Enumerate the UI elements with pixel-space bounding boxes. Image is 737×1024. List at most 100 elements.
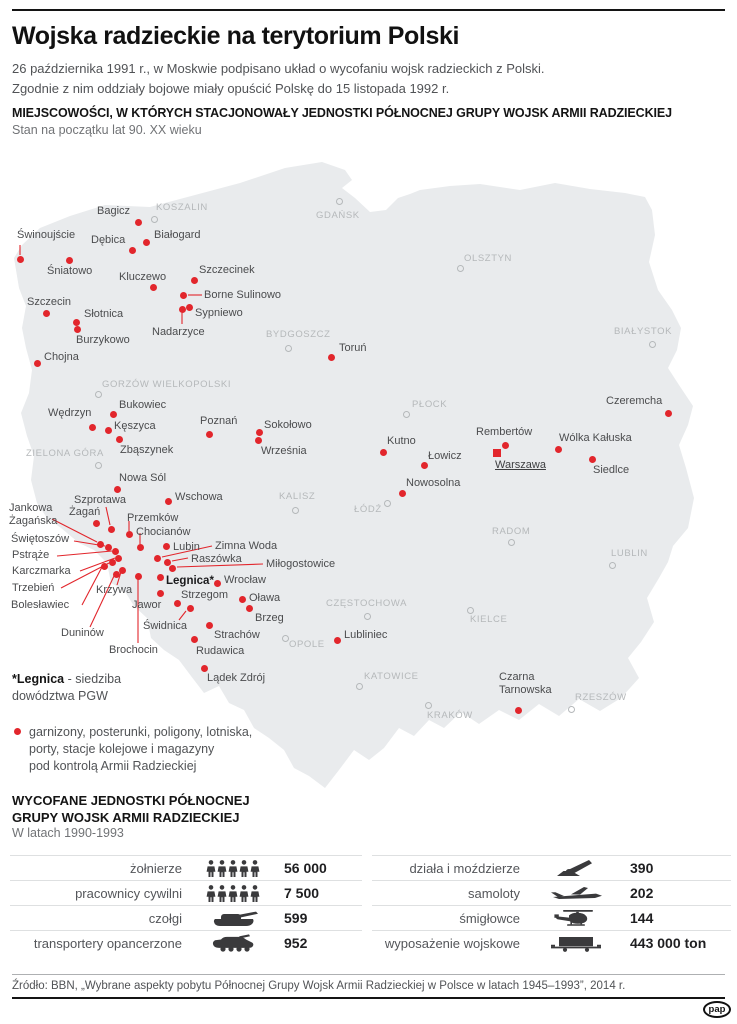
town-label: Zimna Woda	[215, 540, 278, 552]
town-label: Legnica*	[166, 575, 214, 587]
stat-value: 144	[630, 910, 654, 926]
town-label: Świętoszów	[11, 533, 70, 545]
tank-icon	[192, 909, 276, 927]
town-label: Bagicz	[97, 205, 131, 217]
town-label: Nowa Sól	[119, 472, 167, 484]
page-title: Wojska radzieckie na terytorium Polski	[12, 22, 460, 50]
town-marker	[205, 430, 213, 438]
stat-value: 952	[284, 935, 308, 951]
town-marker	[173, 599, 181, 607]
stat-value: 443 000 ton	[630, 935, 707, 951]
town-label: Toruń	[339, 342, 367, 354]
source-line: Źródło: BBN, „Wybrane aspekty pobytu Pół…	[12, 980, 626, 992]
stats-table-right: działa i moździerze 390 samoloty 202 śmigłow…	[372, 855, 731, 955]
civilians-icon	[192, 884, 276, 902]
intro-line-1: 26 października 1991 r., w Moskwie podpi…	[12, 61, 545, 76]
town-label: Borne Sulinowo	[204, 289, 282, 301]
town-label: Krzywa	[96, 584, 133, 596]
town-label: Wędrzyn	[48, 407, 92, 419]
city-label: BYDGOSZCZ	[266, 329, 331, 340]
artillery-icon	[530, 859, 622, 877]
stat-label: żołnierze	[129, 860, 182, 876]
town-label: Białogard	[154, 229, 201, 241]
city-marker-icon	[424, 701, 432, 709]
bottom-rule	[12, 997, 725, 999]
legend-description: garnizony, posterunki, poligony, lotnisk…	[29, 725, 253, 773]
stat-label: działa i moździerze	[409, 860, 520, 876]
town-label: Rudawica	[196, 645, 245, 657]
town-label: Burzykowo	[76, 334, 130, 346]
town-marker	[213, 579, 221, 587]
capital-marker	[492, 448, 501, 457]
city-marker-icon	[291, 506, 299, 514]
stat-row: samoloty 202	[372, 880, 731, 905]
town-label: Bolesławiec	[11, 599, 70, 611]
town-label: Karczmarka	[12, 565, 71, 577]
town-label: Czarna Tarnowska	[499, 671, 552, 696]
town-marker	[179, 291, 187, 299]
town-label: Strzegom	[181, 589, 229, 601]
helicopter-icon	[530, 909, 622, 927]
town-marker	[238, 595, 246, 603]
map-section-subheading: Stan na początku lat 90. XX wieku	[12, 123, 202, 137]
town-label: Września	[261, 445, 307, 457]
town-label: Sypniewo	[195, 307, 243, 319]
legnica-note: *Legnica - siedziba dowództwa PGW	[12, 671, 121, 705]
town-marker	[112, 570, 120, 578]
town-label: Lądek Zdrój	[207, 672, 266, 684]
town-label: Miłogostowice	[266, 558, 336, 570]
plane-icon	[530, 885, 622, 901]
stat-value: 56 000	[284, 860, 327, 876]
city-label: KIELCE	[470, 614, 508, 625]
stat-label: wyposażenie wojskowe	[384, 935, 520, 951]
town-marker	[156, 589, 164, 597]
intro-text: 26 października 1991 r., w Moskwie podpi…	[12, 59, 545, 99]
town-label: Kęszyca	[114, 420, 156, 432]
stat-row: czołgi 599	[10, 905, 362, 930]
legnica-note-bold: *Legnica	[12, 672, 65, 686]
town-marker	[92, 519, 100, 527]
stat-row: śmigłowce 144	[372, 905, 731, 930]
town-marker	[420, 461, 428, 469]
town-marker	[554, 445, 562, 453]
town-label: Dębica	[91, 234, 126, 246]
town-marker	[186, 604, 194, 612]
town-marker	[190, 635, 198, 643]
town-label: Lubliniec	[344, 629, 388, 641]
footer-divider	[12, 974, 725, 975]
town-marker	[113, 485, 121, 493]
town-label: Warszawa	[495, 459, 546, 471]
city-label: OPOLE	[289, 639, 325, 650]
town-marker	[65, 256, 73, 264]
city-label: RZESZÓW	[575, 692, 627, 703]
town-label: Sokołowo	[264, 419, 312, 431]
city-label: ŁÓDŹ	[354, 504, 382, 515]
town-label: Kluczewo	[119, 271, 167, 283]
red-dot-icon	[14, 728, 21, 735]
city-marker-icon	[456, 264, 464, 272]
town-marker	[255, 428, 263, 436]
city-label: PŁOCK	[412, 399, 448, 410]
town-marker	[664, 409, 672, 417]
town-marker	[398, 489, 406, 497]
town-marker	[128, 246, 136, 254]
town-marker	[190, 276, 198, 284]
town-label: Szprotawa	[74, 494, 126, 506]
stat-row: pracownicy cywilni 7 500	[10, 880, 362, 905]
town-label: Wrocław	[224, 574, 266, 586]
city-label: KOSZALIN	[156, 202, 208, 213]
town-label: Żagań	[69, 506, 101, 518]
town-label: Szczecinek	[199, 264, 255, 276]
town-marker	[245, 604, 253, 612]
city-marker-icon	[94, 461, 102, 469]
town-marker	[200, 664, 208, 672]
town-label: Słotnica	[84, 308, 124, 320]
city-marker-icon	[608, 561, 616, 569]
town-label: Rembertów	[476, 426, 533, 438]
stat-label: czołgi	[148, 910, 182, 926]
town-label: Świdnica	[143, 620, 188, 632]
stat-label: śmigłowce	[459, 910, 520, 926]
top-rule	[12, 9, 725, 11]
town-marker	[153, 554, 161, 562]
